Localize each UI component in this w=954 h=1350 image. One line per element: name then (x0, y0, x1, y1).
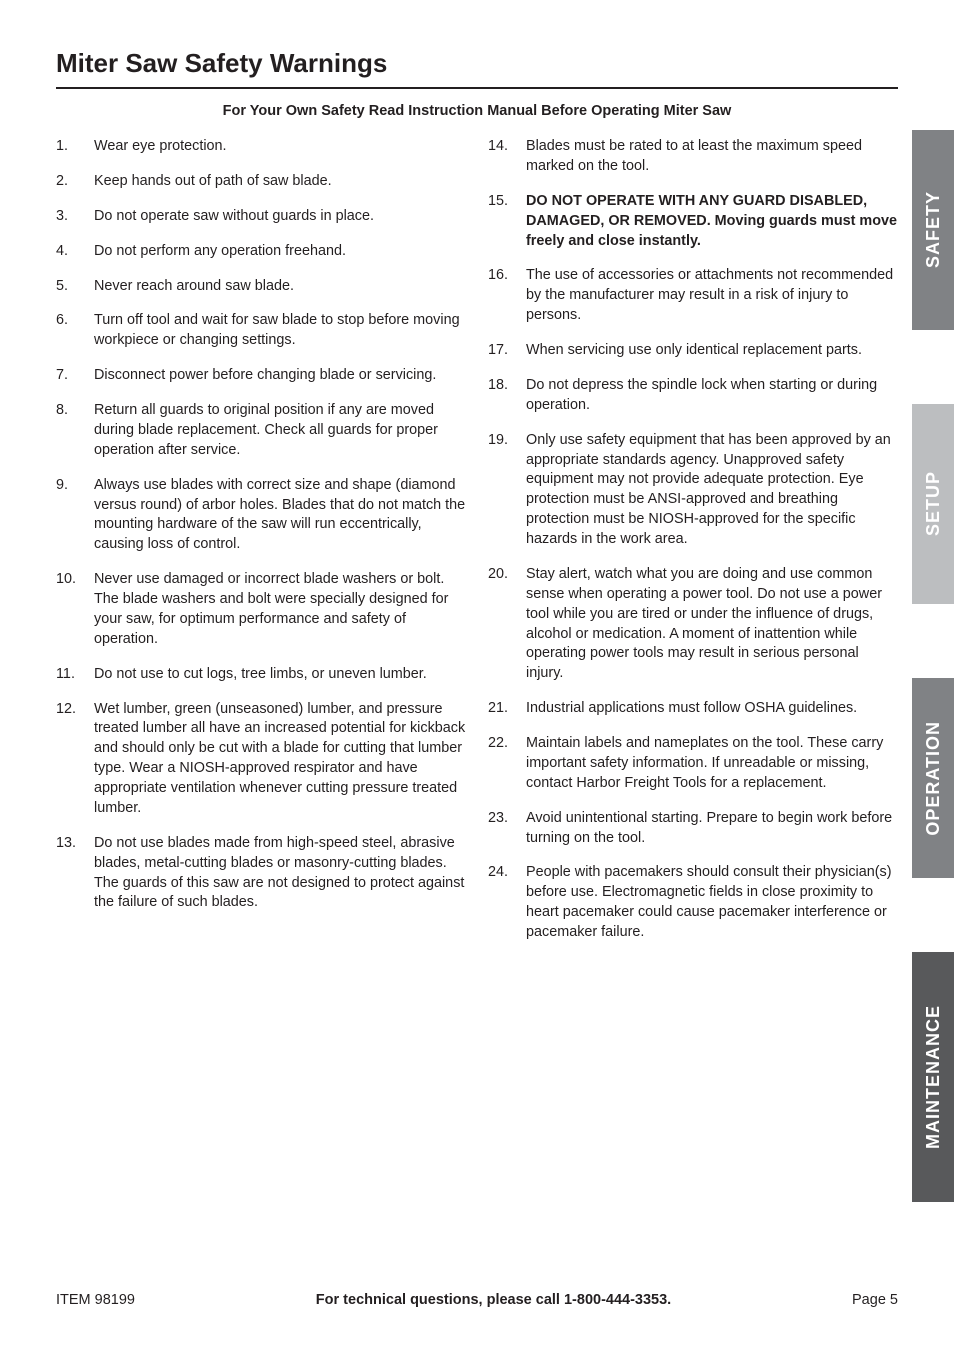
warning-item: 24.People with pacemakers should consult… (488, 863, 898, 943)
warning-number: 3. (56, 207, 94, 227)
warning-number: 2. (56, 172, 94, 192)
tab-maintenance-label: MAINTENANCE (923, 1005, 944, 1149)
warning-number: 23. (488, 809, 526, 849)
warning-number: 5. (56, 277, 94, 297)
warning-text: The use of accessories or attachments no… (526, 266, 898, 326)
warning-text: When servicing use only identical replac… (526, 341, 898, 361)
warning-text: Wear eye protection. (94, 137, 466, 157)
warning-number: 17. (488, 341, 526, 361)
warning-number: 18. (488, 376, 526, 416)
warnings-right-column: 14.Blades must be rated to at least the … (488, 137, 898, 958)
warning-text: Blades must be rated to at least the max… (526, 137, 898, 177)
warning-number: 14. (488, 137, 526, 177)
warning-text: Disconnect power before changing blade o… (94, 366, 466, 386)
warning-number: 7. (56, 366, 94, 386)
warning-text: Stay alert, watch what you are doing and… (526, 565, 898, 684)
manual-page: Miter Saw Safety Warnings For Your Own S… (0, 0, 954, 1350)
tab-safety-label: SAFETY (923, 191, 944, 268)
warning-item: 10.Never use damaged or incorrect blade … (56, 570, 466, 650)
warning-text: Industrial applications must follow OSHA… (526, 699, 898, 719)
tab-setup: SETUP (912, 404, 954, 604)
warning-item: 11.Do not use to cut logs, tree limbs, o… (56, 665, 466, 685)
warning-item: 20.Stay alert, watch what you are doing … (488, 565, 898, 684)
warning-number: 10. (56, 570, 94, 650)
columns: 1.Wear eye protection.2.Keep hands out o… (56, 137, 898, 958)
warning-item: 6.Turn off tool and wait for saw blade t… (56, 311, 466, 351)
warning-item: 3.Do not operate saw without guards in p… (56, 207, 466, 227)
warning-item: 15.DO NOT OPERATE WITH ANY GUARD DISABLE… (488, 192, 898, 252)
warning-item: 1.Wear eye protection. (56, 137, 466, 157)
tab-safety: SAFETY (912, 130, 954, 330)
warning-text: Wet lumber, green (unseasoned) lumber, a… (94, 700, 466, 819)
warning-text: Always use blades with correct size and … (94, 476, 466, 556)
warning-item: 9.Always use blades with correct size an… (56, 476, 466, 556)
warning-number: 8. (56, 401, 94, 461)
warning-item: 22.Maintain labels and nameplates on the… (488, 734, 898, 794)
warning-number: 21. (488, 699, 526, 719)
warning-item: 14.Blades must be rated to at least the … (488, 137, 898, 177)
warning-number: 19. (488, 431, 526, 550)
warning-item: 4.Do not perform any operation freehand. (56, 242, 466, 262)
warning-text: Keep hands out of path of saw blade. (94, 172, 466, 192)
footer-page-number: Page 5 (852, 1292, 898, 1308)
warning-number: 15. (488, 192, 526, 252)
warning-item: 18.Do not depress the spindle lock when … (488, 376, 898, 416)
warning-text: Do not use to cut logs, tree limbs, or u… (94, 665, 466, 685)
warning-item: 2.Keep hands out of path of saw blade. (56, 172, 466, 192)
warning-text: Do not operate saw without guards in pla… (94, 207, 466, 227)
warning-number: 6. (56, 311, 94, 351)
warning-text: Maintain labels and nameplates on the to… (526, 734, 898, 794)
tab-setup-label: SETUP (923, 471, 944, 536)
tab-operation-label: OPERATION (923, 721, 944, 836)
warning-number: 20. (488, 565, 526, 684)
warning-number: 24. (488, 863, 526, 943)
page-footer: ITEM 98199 For technical questions, plea… (56, 1292, 898, 1308)
warning-item: 17.When servicing use only identical rep… (488, 341, 898, 361)
warning-item: 5.Never reach around saw blade. (56, 277, 466, 297)
warning-number: 9. (56, 476, 94, 556)
warning-text: DO NOT OPERATE WITH ANY GUARD DISABLED, … (526, 192, 898, 252)
warning-number: 22. (488, 734, 526, 794)
footer-support-line: For technical questions, please call 1-8… (316, 1292, 671, 1308)
warning-number: 13. (56, 834, 94, 914)
warnings-left-column: 1.Wear eye protection.2.Keep hands out o… (56, 137, 466, 958)
title-rule (56, 87, 898, 89)
warning-number: 12. (56, 700, 94, 819)
warning-number: 4. (56, 242, 94, 262)
warning-item: 8.Return all guards to original position… (56, 401, 466, 461)
tab-operation: OPERATION (912, 678, 954, 878)
warning-item: 12.Wet lumber, green (unseasoned) lumber… (56, 700, 466, 819)
warning-item: 19.Only use safety equipment that has be… (488, 431, 898, 550)
warning-text: Turn off tool and wait for saw blade to … (94, 311, 466, 351)
page-title: Miter Saw Safety Warnings (56, 48, 898, 79)
warning-text: Never reach around saw blade. (94, 277, 466, 297)
warning-text: Return all guards to original position i… (94, 401, 466, 461)
footer-item-number: ITEM 98199 (56, 1292, 135, 1308)
warning-number: 1. (56, 137, 94, 157)
warning-text: Avoid unintentional starting. Prepare to… (526, 809, 898, 849)
subtitle: For Your Own Safety Read Instruction Man… (56, 103, 898, 119)
tab-maintenance: MAINTENANCE (912, 952, 954, 1202)
warning-text: Do not perform any operation freehand. (94, 242, 466, 262)
warning-text: People with pacemakers should consult th… (526, 863, 898, 943)
warning-item: 21.Industrial applications must follow O… (488, 699, 898, 719)
warning-text: Do not use blades made from high-speed s… (94, 834, 466, 914)
warning-text: Never use damaged or incorrect blade was… (94, 570, 466, 650)
side-tabs: SAFETY SETUP OPERATION MAINTENANCE (912, 0, 954, 1350)
warning-item: 7.Disconnect power before changing blade… (56, 366, 466, 386)
warning-item: 16.The use of accessories or attachments… (488, 266, 898, 326)
warning-number: 16. (488, 266, 526, 326)
warning-text: Do not depress the spindle lock when sta… (526, 376, 898, 416)
warning-text: Only use safety equipment that has been … (526, 431, 898, 550)
warning-item: 13.Do not use blades made from high-spee… (56, 834, 466, 914)
warning-number: 11. (56, 665, 94, 685)
warning-item: 23.Avoid unintentional starting. Prepare… (488, 809, 898, 849)
